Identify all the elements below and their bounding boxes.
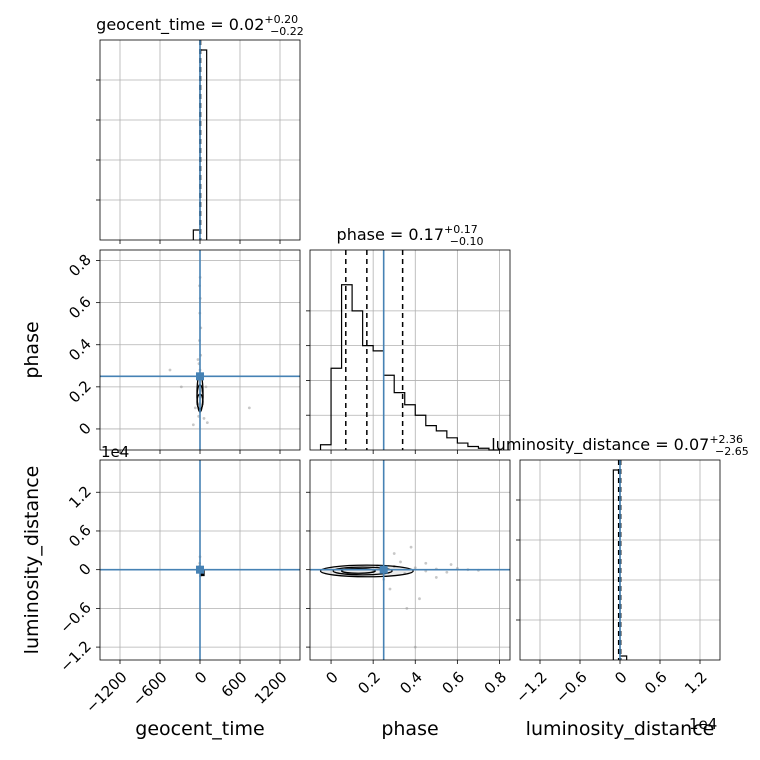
luminosity_distance-vs-phase-truth-marker — [379, 565, 388, 574]
luminosity_distance-vs-phase-point — [392, 552, 396, 555]
luminosity_distance-vs-phase-xtick-label: 0.8 — [481, 668, 511, 698]
luminosity_distance-vs-geocent_time-xtick-label: 0 — [191, 668, 210, 687]
luminosity_distance-vs-phase-point — [413, 645, 417, 649]
phase-vs-geocent_time-point — [193, 406, 197, 410]
luminosity_distance-vs-phase-point — [413, 566, 417, 570]
luminosity_distance-vs-phase-point — [418, 597, 421, 601]
phase-hist-title: phase = 0.17+0.17 −0.10 — [337, 223, 484, 248]
phase-vs-geocent_time-point — [205, 421, 209, 425]
luminosity_distance-vs-phase-xtick-label: 0.4 — [396, 668, 426, 698]
luminosity_distance-hist-title: luminosity_distance = 0.07+2.36 −2.65 — [491, 433, 749, 458]
phase-vs-geocent_time-truth-marker — [196, 372, 204, 381]
phase-vs-geocent_time-point — [168, 368, 172, 372]
phase-hist-frame — [309, 249, 511, 451]
luminosity_distance-vs-geocent_time-xtick-label: 1200 — [251, 668, 291, 708]
luminosity_distance-vs-phase-frame — [309, 459, 511, 661]
luminosity_distance-vs-geocent_time-truth-marker — [196, 565, 204, 574]
luminosity_distance-hist-xtick-label: 1.2 — [681, 668, 711, 698]
luminosity_distance-vs-phase-xtick-label: 0.6 — [439, 668, 469, 698]
luminosity_distance-hist-xtick-label: −1.2 — [512, 668, 550, 706]
luminosity_distance-vs-phase-contour — [332, 566, 393, 576]
ylabel-phase: phase — [21, 321, 43, 378]
ylabel-luminosity-distance: luminosity_distance — [21, 466, 43, 655]
luminosity_distance-vs-phase-point — [409, 545, 413, 549]
phase-vs-geocent_time-point — [247, 406, 251, 410]
phase-vs-geocent_time-point — [179, 385, 183, 389]
grid-layer — [100, 40, 720, 660]
phase-vs-geocent_time-point — [204, 385, 208, 389]
luminosity_distance-vs-geocent_time-ytick-label: 1.2 — [65, 482, 95, 512]
luminosity_distance-hist-xtick-label: 0 — [611, 668, 630, 687]
phase-hist-histogram-step — [319, 284, 500, 451]
geocent_time-hist-title: geocent_time = 0.02+0.20 −0.22 — [96, 13, 304, 38]
frame-layer — [96, 39, 721, 664]
luminosity_distance-vs-phase-point — [405, 606, 409, 610]
xlabel-geocent-time: geocent_time — [135, 718, 264, 740]
phase-vs-geocent_time-ytick-label: 0 — [75, 419, 94, 438]
luminosity_distance-vs-geocent_time-ytick-label: 0 — [75, 560, 94, 579]
luminosity_distance-vs-phase-point — [399, 560, 402, 564]
luminosity_distance-vs-geocent_time-ytick-label: −0.6 — [56, 598, 94, 636]
luminosity_distance-vs-phase-point — [445, 570, 449, 574]
luminosity_distance-vs-phase-xtick-label: 0 — [322, 668, 341, 687]
luminosity_distance-vs-phase-point — [434, 576, 438, 579]
phase-vs-geocent_time-ytick-label: 0.8 — [65, 251, 95, 281]
offset-label-left: 1e4 — [101, 443, 129, 461]
luminosity_distance-vs-phase-point — [388, 587, 392, 591]
xlabel-luminosity-distance: luminosity_distance — [526, 718, 715, 740]
phase-vs-geocent_time-point — [202, 417, 206, 420]
phase-vs-geocent_time-ytick-label: 0.2 — [65, 377, 95, 407]
mark-layer — [100, 40, 628, 660]
luminosity_distance-hist-xtick-label: −0.6 — [552, 668, 590, 706]
luminosity_distance-vs-phase-point — [424, 561, 428, 565]
phase-vs-geocent_time-point — [196, 358, 200, 361]
luminosity_distance-vs-geocent_time-ytick-label: 0.6 — [65, 521, 95, 551]
luminosity_distance-hist-xtick-label: 0.6 — [641, 668, 671, 698]
luminosity_distance-vs-geocent_time-ytick-label: −1.2 — [56, 637, 94, 675]
luminosity_distance-vs-phase-contour — [340, 568, 376, 574]
offset-label-bottom: 1e4 — [689, 715, 717, 733]
xlabel-phase: phase — [381, 718, 438, 740]
phase-vs-geocent_time-ytick-label: 0.6 — [65, 293, 95, 323]
phase-vs-geocent_time-ytick-label: 0.4 — [65, 335, 95, 365]
luminosity_distance-vs-phase-point — [449, 563, 453, 566]
luminosity_distance-vs-geocent_time-xtick-label: −1200 — [82, 668, 131, 717]
luminosity_distance-vs-geocent_time-xtick-label: 600 — [218, 668, 251, 701]
phase-vs-geocent_time-point — [191, 423, 195, 427]
luminosity_distance-vs-geocent_time-xtick-label: −600 — [129, 668, 171, 710]
luminosity_distance-vs-phase-xtick-label: 0.2 — [354, 668, 384, 698]
